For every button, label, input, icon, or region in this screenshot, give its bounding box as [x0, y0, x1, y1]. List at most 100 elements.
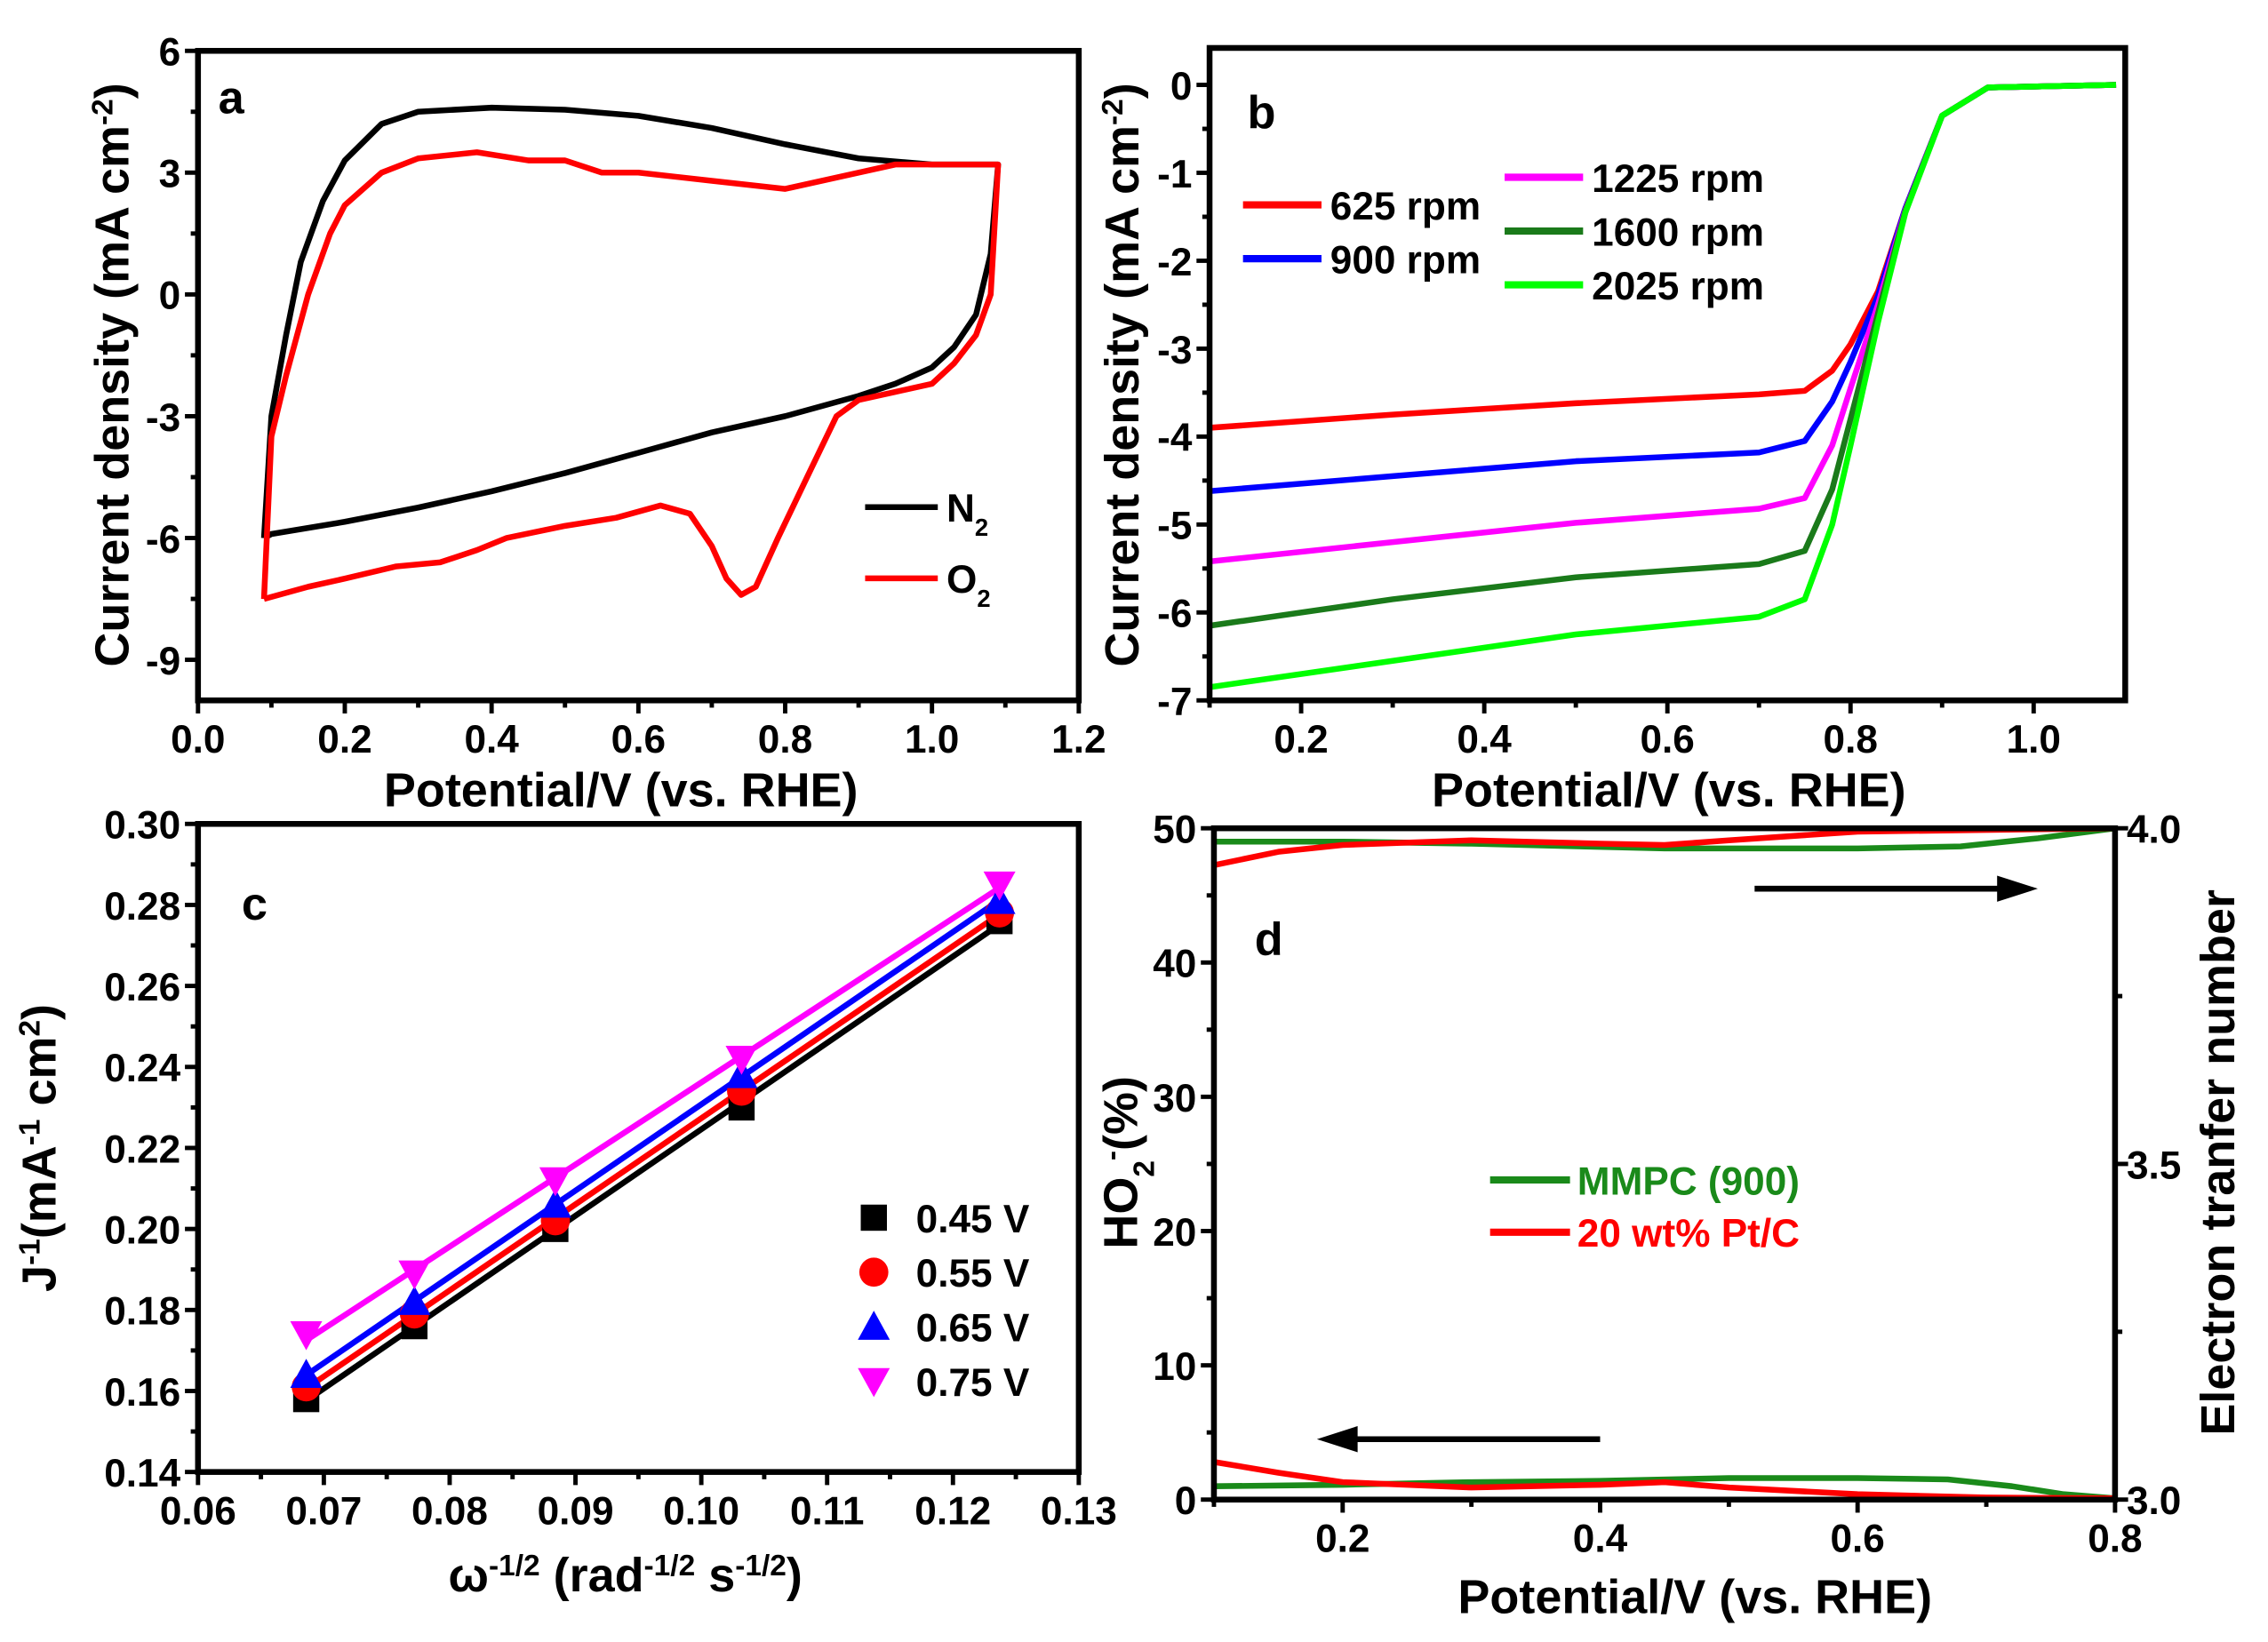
data-point-triangle-up	[290, 1359, 323, 1388]
legend-marker-triangle-down	[858, 1367, 890, 1398]
text-segment: 1225 rpm	[1592, 157, 1764, 201]
panel-letter: d	[1255, 913, 1283, 965]
y-tick-label: 0.28	[104, 885, 180, 929]
data-point-triangle-down	[725, 1045, 758, 1075]
y-tick-label: 0	[159, 275, 181, 318]
text-segment: (%)	[1094, 1076, 1147, 1151]
legend-marker-square	[860, 1204, 887, 1232]
x-axis-label: Potential/V (vs. RHE)	[1432, 764, 1906, 817]
series-line-O2	[260, 149, 1002, 602]
legend-label: N2	[946, 487, 988, 541]
y-axis-label: Current density (mA cm-2)	[1096, 83, 1149, 666]
x-tick-label: 0.8	[1824, 718, 1878, 761]
legend-marker-circle	[858, 1257, 889, 1287]
y-axis-label: J-1(mA-1 cm2)	[13, 1004, 67, 1292]
x-tick-label: 0.12	[914, 1490, 991, 1534]
arrow-head-right	[1997, 875, 2038, 902]
panel-letter: b	[1248, 87, 1276, 139]
x-tick-label: 0.6	[1831, 1518, 1885, 1561]
text-segment: Current density (mA cm	[1096, 125, 1149, 667]
plot-area	[260, 104, 1002, 602]
x-tick-label: 0.6	[611, 718, 666, 761]
x-tick-label: 0.8	[758, 718, 812, 761]
y-tick-label: 0.14	[104, 1452, 180, 1495]
text-segment: O	[946, 558, 977, 602]
y-axis-label: Current density (mA cm-2)	[85, 83, 139, 666]
x-tick-label: 1.0	[905, 718, 959, 761]
x-axis-label: Potential/V (vs. RHE)	[384, 764, 858, 817]
y-tick-label: 20	[1153, 1211, 1196, 1255]
x-tick-label: 1.0	[2007, 718, 2061, 761]
fit-line-065V	[304, 897, 1002, 1378]
text-segment: -1/2	[489, 1549, 540, 1582]
panel-b: 0.2 0.4 0.6 0.8 1.0 0 -1 -2 -3 -4 -5 -6 -7 Potential/…	[1096, 44, 2128, 817]
text-segment: Electron tranfer number	[2192, 889, 2245, 1436]
text-segment: Current density (mA cm	[85, 125, 139, 667]
y-tick-label: -3	[1157, 329, 1192, 372]
series-line-2025-rpm	[1210, 82, 2117, 690]
text-segment: -	[1095, 1151, 1128, 1160]
x-tick-label: 0.09	[538, 1490, 614, 1534]
x-tick-label: 0.2	[1315, 1518, 1370, 1561]
y-tick-label: -6	[1157, 593, 1192, 636]
text-segment: 2	[13, 1020, 46, 1037]
text-segment: -1	[13, 1239, 46, 1265]
y2-tick-label: 4.0	[2127, 809, 2181, 852]
text-segment: 2	[1128, 1160, 1161, 1177]
text-segment: )	[13, 1004, 67, 1020]
text-segment: 900 rpm	[1330, 238, 1481, 282]
x-tick-label: 0.11	[790, 1490, 864, 1534]
data-point-triangle-down	[290, 1320, 323, 1351]
data-point-triangle-up	[539, 1188, 571, 1218]
x-tick-label: 0.0	[171, 718, 225, 761]
plot-area	[1213, 828, 2115, 1500]
y-tick-label: -5	[1157, 505, 1192, 548]
panel-c: 0.06 0.07 0.08 0.09 0.10 0.11 0.12 0.13 0.14 0.16…	[13, 804, 1117, 1602]
y-tick-label: 50	[1153, 809, 1196, 852]
text-segment: -1	[13, 1120, 46, 1146]
text-segment: ω	[448, 1549, 489, 1602]
y-tick-label: 3	[159, 153, 181, 196]
text-segment: 0.75 V	[916, 1361, 1030, 1405]
text-segment: 0.55 V	[916, 1252, 1030, 1295]
text-segment: J	[13, 1265, 67, 1292]
x-tick-label: 0.2	[317, 718, 371, 761]
y-tick-label: -1	[1157, 153, 1192, 196]
y-tick-label: 10	[1153, 1345, 1196, 1389]
legend-label: 1600 rpm	[1592, 211, 1764, 254]
y-tick-label: -9	[146, 640, 180, 683]
text-segment: N	[946, 487, 975, 530]
y-axis-label: HO2-(%)	[1094, 1076, 1161, 1249]
y-tick-label: 0.20	[104, 1208, 180, 1252]
text-segment: cm	[13, 1037, 67, 1120]
data-point-triangle-down	[539, 1167, 571, 1197]
panel-d: 0.2 0.4 0.6 0.8 0 10 20 30 40 50 3.0 3.5 4.0 Potentia…	[1094, 809, 2245, 1624]
text-segment: Potential/V (vs. RHE)	[384, 764, 858, 817]
x-tick-label: 0.4	[464, 718, 519, 761]
legend: 625 rpm 900 rpm 1225 rpm 1600 rpm 2025 rpm	[1242, 157, 1764, 308]
text-segment: 20 wt% Pt/C	[1577, 1212, 1800, 1255]
x-tick-label: 1.2	[1051, 718, 1106, 761]
legend-label: MMPC (900)	[1577, 1160, 1800, 1203]
y-tick-label: 0.30	[104, 804, 180, 848]
y-tick-label: 0.18	[104, 1290, 180, 1334]
legend-label: 20 wt% Pt/C	[1577, 1212, 1800, 1255]
legend: MMPC (900) 20 wt% Pt/C	[1489, 1160, 1800, 1255]
y-tick-label: 0	[1170, 65, 1193, 108]
panel-letter: a	[219, 73, 245, 124]
data-point-triangle-up	[398, 1286, 431, 1315]
series-line-20-wt-Pt-C-n	[1213, 828, 2115, 868]
x-tick-label: 0.6	[1641, 718, 1695, 761]
y-tick-label: -2	[1157, 241, 1192, 284]
x-tick-label: 0.07	[285, 1490, 362, 1534]
x-tick-label: 0.10	[663, 1490, 739, 1534]
y-tick-label: 0	[1175, 1479, 1197, 1523]
text-segment: -1/2	[644, 1549, 696, 1582]
y-tick-label: 6	[159, 31, 181, 75]
legend-label: 0.45 V	[916, 1198, 1030, 1241]
text-segment: 2	[975, 514, 988, 541]
text-segment: Potential/V (vs. RHE)	[1432, 764, 1906, 817]
text-segment: 2	[977, 585, 990, 612]
text-segment: -2	[1096, 99, 1129, 125]
